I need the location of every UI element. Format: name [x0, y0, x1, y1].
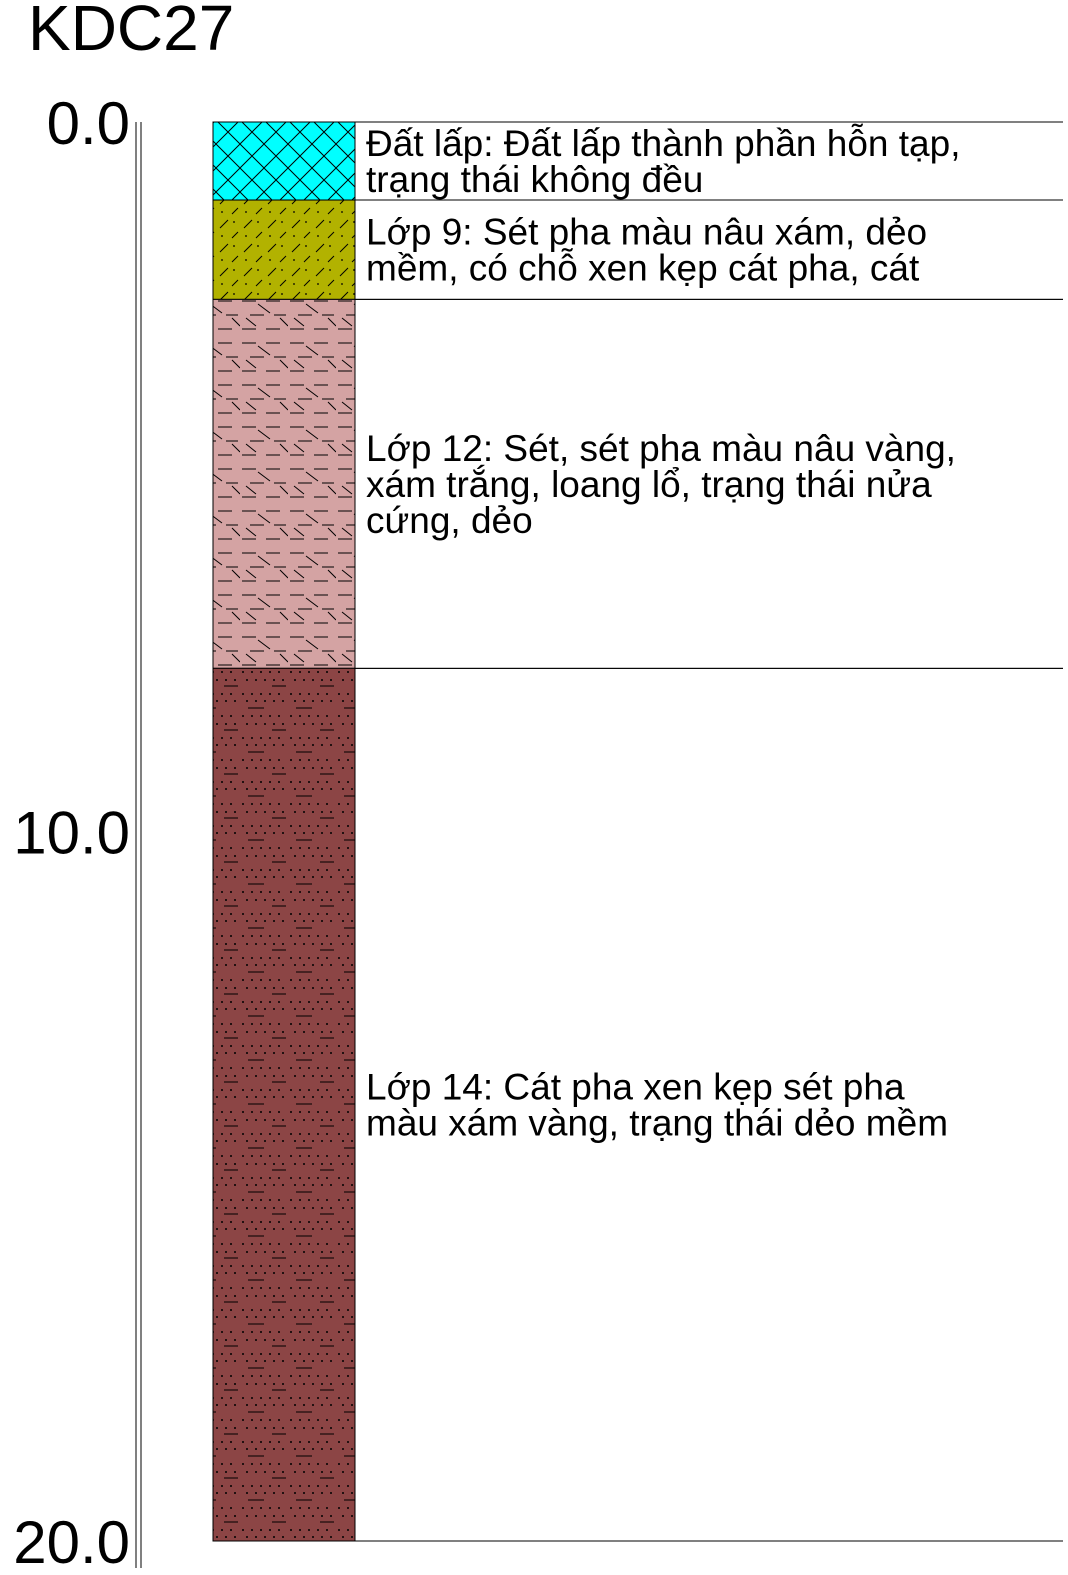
layer-description: màu xám vàng, trạng thái dẻo mềm	[366, 1103, 948, 1144]
borehole-title: KDC27	[28, 0, 234, 64]
layer-description: Đất lấp: Đất lấp thành phần hỗn tạp,	[366, 123, 961, 164]
depth-axis: 0.0 10.0 20.0	[13, 90, 130, 1575]
layer-hatch	[212, 667, 356, 1542]
strata-column: Đất lấp: Đất lấp thành phần hỗn tạp,trạn…	[212, 121, 1063, 1542]
depth-tick-label: 20.0	[13, 1509, 130, 1575]
layer-description: cứng, dẻo	[366, 500, 533, 541]
layer-hatch	[212, 298, 356, 669]
layer-description: Lớp 14: Cát pha xen kẹp sét pha	[366, 1067, 905, 1108]
layer-hatch	[212, 199, 356, 300]
layer-description: Lớp 12: Sét, sét pha màu nâu vàng,	[366, 428, 956, 469]
layer-hatch	[212, 121, 356, 201]
depth-tick-label: 0.0	[47, 90, 130, 157]
layer-description: trạng thái không đều	[366, 159, 703, 200]
depth-tick-label: 10.0	[13, 800, 130, 867]
layer-description: mềm, có chỗ xen kẹp cát pha, cát	[366, 248, 920, 289]
layer-description: xám trắng, loang lổ, trạng thái nửa	[366, 464, 932, 505]
layer-description: Lớp 9: Sét pha màu nâu xám, dẻo	[366, 212, 927, 253]
